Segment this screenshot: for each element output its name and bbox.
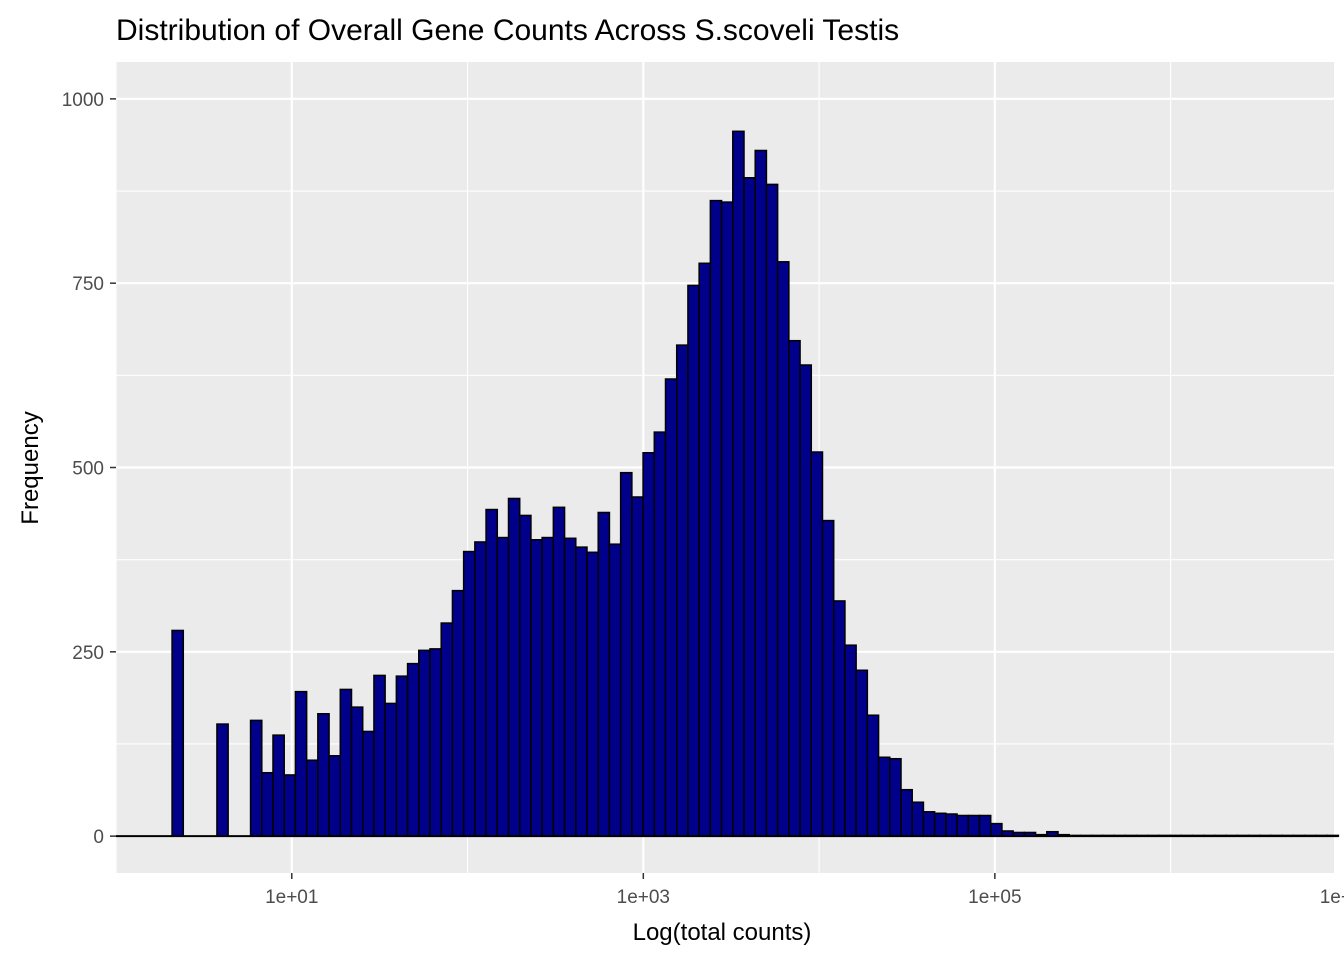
x-tick-label: 1e+03 xyxy=(617,887,670,908)
histogram-bar xyxy=(406,662,420,837)
histogram-bar xyxy=(294,690,308,837)
histogram-bar xyxy=(922,811,936,837)
y-tick-label: 0 xyxy=(93,827,104,848)
histogram-bar xyxy=(732,130,745,837)
histogram-bar xyxy=(373,674,386,837)
histogram-bar xyxy=(866,714,880,837)
histogram-bar xyxy=(900,788,913,837)
histogram-bar xyxy=(642,452,656,837)
histogram-bar xyxy=(821,519,835,837)
histogram-bar xyxy=(518,514,532,837)
histogram-bar xyxy=(754,149,768,837)
histogram-bar xyxy=(967,814,981,837)
histogram-bar xyxy=(216,723,229,837)
histogram-bar xyxy=(261,771,274,837)
x-tick-label: 1e+07 xyxy=(1320,887,1344,908)
histogram-bar xyxy=(608,543,622,837)
histogram-bar xyxy=(171,629,185,837)
histogram-bar xyxy=(339,688,353,837)
histogram-bar xyxy=(552,506,566,837)
histogram-bar xyxy=(249,719,263,837)
y-tick-label: 250 xyxy=(72,643,104,664)
histogram-bar xyxy=(361,730,375,837)
histogram-bar xyxy=(283,774,297,837)
y-tick-label: 1000 xyxy=(62,90,104,111)
histogram-bar xyxy=(664,378,678,837)
histogram-bar xyxy=(788,339,801,837)
histogram-bar xyxy=(765,183,779,837)
chart-title: Distribution of Overall Gene Counts Acro… xyxy=(116,14,899,47)
histogram-bar xyxy=(541,536,555,837)
histogram-bar xyxy=(474,541,487,837)
histogram-bar xyxy=(720,201,734,837)
histogram-bar xyxy=(653,431,667,837)
histogram-bar xyxy=(418,649,431,837)
histogram-bar xyxy=(586,551,599,837)
histogram-bar xyxy=(877,756,891,837)
histogram-bar xyxy=(911,801,925,837)
histogram-bar xyxy=(743,177,756,837)
histogram-bar xyxy=(810,451,824,837)
histogram-bar xyxy=(889,757,902,837)
histogram-bar xyxy=(575,546,588,837)
histogram-bar xyxy=(978,814,992,837)
y-axis-label: Frequency xyxy=(17,411,44,524)
histogram-bar xyxy=(698,262,712,837)
histogram-bar xyxy=(933,812,947,837)
histogram-bar xyxy=(631,496,644,837)
histogram-bar xyxy=(597,511,611,837)
axes: 0 250 500 750 1000 1e+01 1e+03 1e+05 1e+07 xyxy=(62,90,1344,908)
x-tick-label: 1e+01 xyxy=(265,887,318,908)
histogram-bar xyxy=(317,712,330,837)
histogram-bar xyxy=(496,536,510,837)
histogram-bar xyxy=(945,813,958,837)
histogram-bar xyxy=(799,364,813,837)
histogram-bar xyxy=(675,344,689,837)
histogram-bar xyxy=(272,734,285,837)
x-axis-label: Log(total counts) xyxy=(633,919,812,946)
histogram-bar xyxy=(395,675,409,837)
histogram-bar xyxy=(832,600,846,837)
x-tick-label: 1e+05 xyxy=(968,887,1021,908)
histogram-bar xyxy=(305,759,319,837)
histogram-bar xyxy=(507,497,521,837)
histogram-bar xyxy=(384,702,398,837)
histogram-bar xyxy=(451,589,465,837)
histogram-bar xyxy=(462,550,476,837)
histogram-bar xyxy=(956,814,970,837)
histogram-bar xyxy=(855,669,869,837)
histogram-bar xyxy=(563,537,577,837)
y-tick-label: 500 xyxy=(72,459,104,480)
histogram-bar xyxy=(776,261,790,837)
histogram-bar xyxy=(619,471,633,837)
histogram-bar xyxy=(429,648,442,837)
histogram-bar xyxy=(989,822,1003,837)
histogram-bar xyxy=(328,755,342,837)
histogram-bars xyxy=(116,130,1340,838)
y-tick-label: 750 xyxy=(72,274,104,295)
histogram-bar xyxy=(530,539,543,837)
histogram-bar xyxy=(709,199,723,837)
histogram-bar xyxy=(440,622,454,837)
histogram-bar xyxy=(844,644,857,837)
histogram-bar xyxy=(350,706,364,837)
histogram-bar xyxy=(687,284,700,837)
histogram-bar xyxy=(485,508,499,837)
